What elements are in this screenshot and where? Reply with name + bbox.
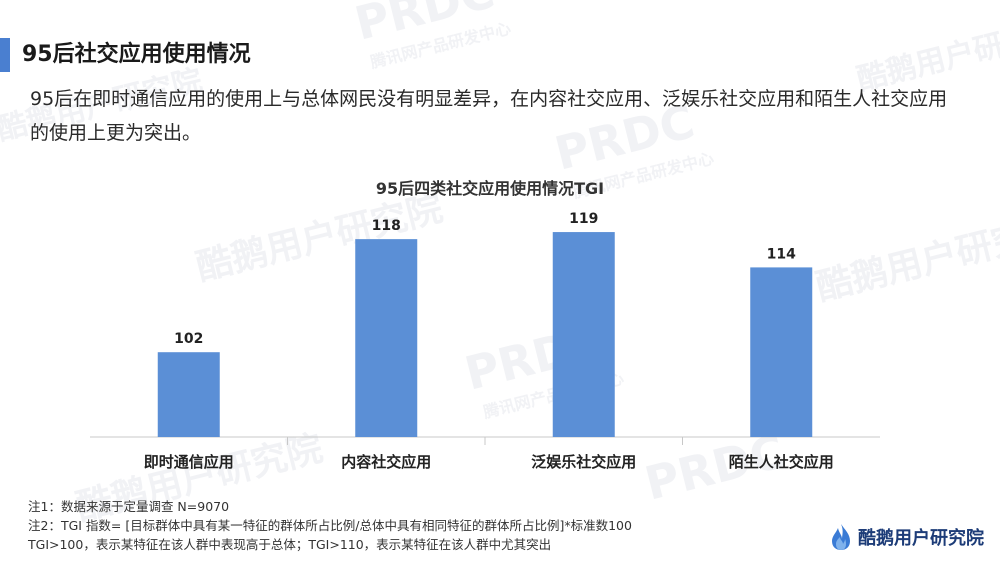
footnotes: 注1：数据来源于定量调查 N=9070 注2：TGI 指数= [目标群体中具有某…: [28, 497, 808, 554]
bar-3: [750, 267, 813, 437]
category-label-3: 陌生人社交应用: [729, 453, 834, 471]
watermark-letters: PRDC: [350, 0, 500, 51]
bar-1: [355, 239, 418, 437]
title-accent-bar: [0, 38, 10, 72]
category-label-2: 泛娱乐社交应用: [531, 453, 636, 471]
footnote-3: TGI>100，表示某特征在该人群中表现高于总体；TGI>110，表示某特征在该…: [28, 537, 552, 552]
flame-logo-icon: [832, 524, 850, 550]
category-label-0: 即时通信应用: [144, 453, 234, 471]
logo-text: 酷鹅用户研究院: [858, 528, 984, 549]
data-label-0: 102: [174, 331, 203, 347]
bar-chart: 95后四类社交应用使用情况TGI 102 即时通信应用 118 内容社交应用 119 泛娱…: [90, 179, 880, 471]
bar-2: [552, 232, 615, 437]
footnote-2: 注2：TGI 指数= [目标群体中具有某一特征的群体所占比例/总体中具有相同特征…: [28, 518, 632, 533]
category-label-1: 内容社交应用: [341, 453, 431, 471]
watermark-sub: 腾讯网产品研发中心: [368, 19, 512, 72]
bar-0: [157, 352, 220, 437]
data-label-1: 118: [372, 218, 401, 234]
chart-title: 95后四类社交应用使用情况TGI: [376, 179, 604, 198]
brand-logo: 酷鹅用户研究院: [830, 522, 984, 552]
data-label-2: 119: [569, 211, 598, 227]
data-label-3: 114: [767, 246, 796, 262]
summary-text: 95后在即时通信应用的使用上与总体网民没有明显差异，在内容社交应用、泛娱乐社交应…: [30, 88, 948, 144]
page-title: 95后社交应用使用情况: [22, 42, 251, 67]
footnote-1: 注1：数据来源于定量调查 N=9070: [28, 499, 230, 514]
